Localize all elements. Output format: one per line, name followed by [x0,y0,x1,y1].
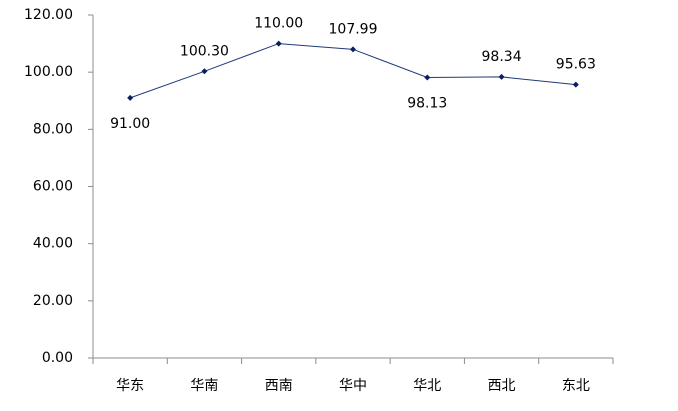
y-tick-label: 120.00 [24,7,73,23]
data-label: 110.00 [254,16,303,32]
data-label: 95.63 [556,57,596,73]
marker [572,81,579,88]
marker [498,73,505,80]
data-label: 100.30 [180,43,229,59]
x-tick-label: 西南 [265,378,293,394]
y-tick-label: 0.00 [42,350,73,366]
marker [424,74,431,81]
marker [275,40,282,47]
data-label: 98.34 [482,49,522,65]
y-tick-label: 40.00 [33,236,73,252]
marker [127,94,134,101]
x-tick-label: 华北 [413,378,441,394]
x-tick-label: 华南 [190,378,218,394]
marker [201,68,208,75]
x-tick-label: 东北 [562,378,590,394]
marker [350,46,356,53]
data-label: 98.13 [407,96,447,112]
data-label: 107.99 [329,21,378,37]
y-tick-label: 60.00 [33,179,73,195]
data-label: 91.00 [110,116,150,132]
y-tick-label: 80.00 [33,121,73,137]
x-tick-label: 华中 [339,378,367,394]
x-tick-label: 华东 [116,378,144,394]
y-tick-label: 100.00 [24,64,73,80]
y-tick-label: 20.00 [33,293,73,309]
x-tick-label: 西北 [488,378,516,394]
